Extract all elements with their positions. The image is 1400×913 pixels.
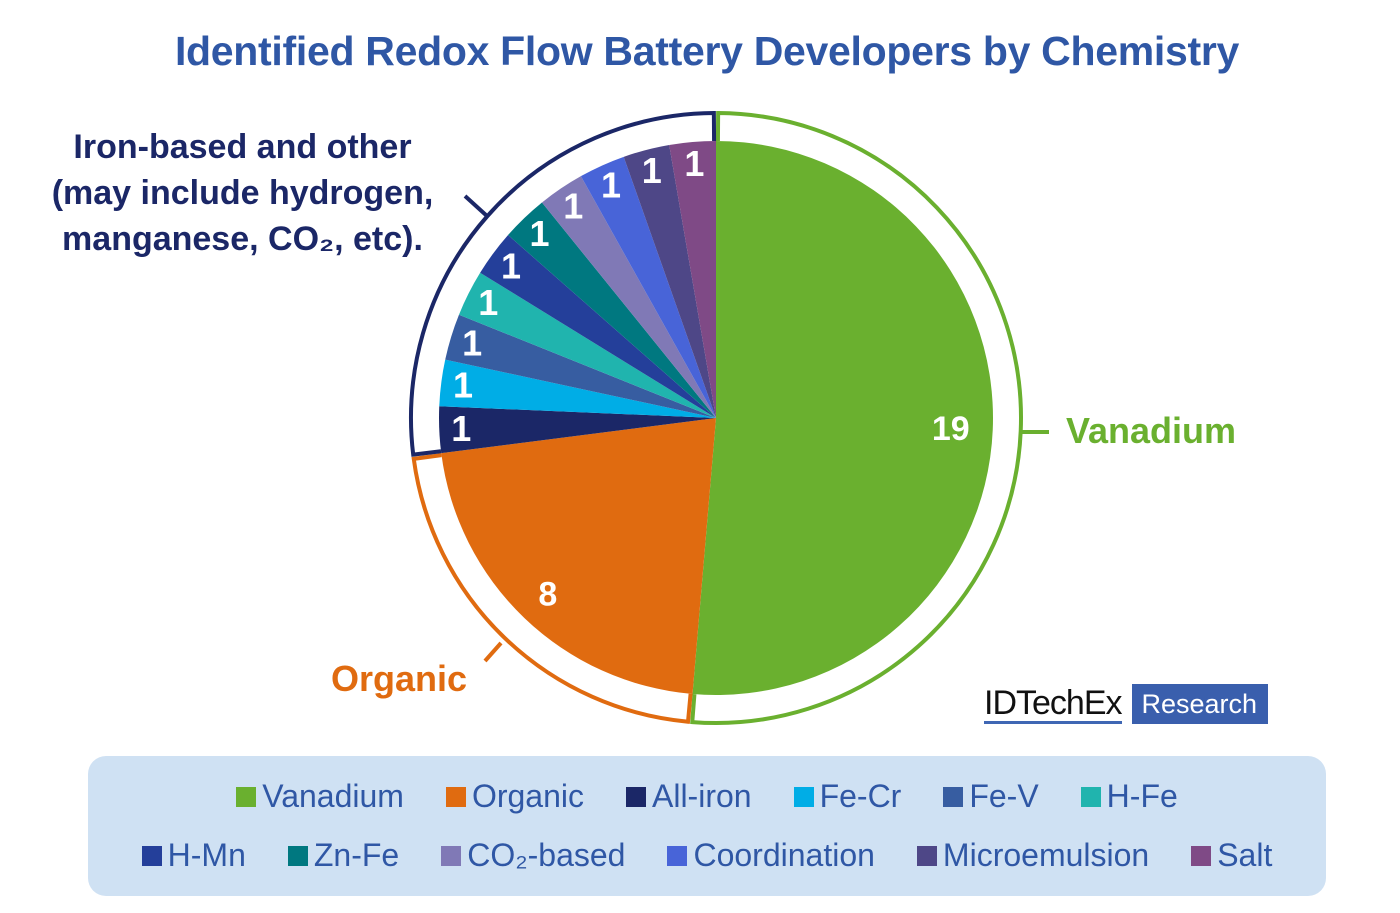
legend-swatch (287, 845, 308, 866)
iron-leader-line (463, 194, 489, 218)
legend-swatch (916, 845, 937, 866)
legend-swatch (141, 845, 162, 866)
legend-swatch (441, 845, 462, 866)
legend-item: Microemulsion (916, 837, 1150, 874)
group-bracket (690, 110, 1023, 725)
logo-tag: Research (1131, 684, 1268, 724)
legend-item: Zn-Fe (287, 837, 400, 874)
data-label: 1 (563, 186, 583, 227)
data-label: 8 (538, 575, 557, 613)
legend-label: Vanadium (262, 778, 404, 814)
legend-item: H-Mn (141, 837, 246, 874)
legend-swatch (625, 786, 646, 807)
legend-item: All-iron (625, 778, 752, 815)
annotation-line: (may include hydrogen, (51, 174, 434, 212)
group-bracket (409, 110, 717, 457)
legend: Vanadium Organic All-iron Fe-Cr Fe-V H-Fe H-M… (88, 756, 1326, 896)
legend-item: Vanadium (236, 778, 404, 815)
chart-title: Identified Redox Flow Battery Developers… (174, 28, 1240, 74)
data-label: 1 (530, 213, 550, 254)
legend-swatch (667, 845, 688, 866)
data-label: 1 (453, 365, 473, 406)
legend-label: H-Fe (1106, 778, 1178, 814)
annotation-organic: Organic (331, 658, 468, 699)
pie-slice-zn-fe (508, 202, 716, 418)
pie-slice-coordination (580, 156, 716, 419)
data-label: 1 (451, 408, 471, 449)
data-label: 1 (642, 150, 662, 191)
annotation-iron-based: Iron-based and other (may include hydrog… (20, 124, 465, 262)
pie-slice-organic (441, 418, 716, 695)
legend-item: Organic (445, 778, 584, 815)
legend-row: Vanadium Organic All-iron Fe-Cr Fe-V H-Fe (88, 778, 1326, 815)
pie-slice-salt (669, 141, 716, 418)
legend-item: Fe-V (943, 778, 1039, 815)
legend-swatch (1080, 786, 1101, 807)
legend-label: Organic (471, 778, 584, 814)
legend-swatch (236, 786, 257, 807)
legend-row: H-Mn Zn-Fe CO₂-based Coordination Microemuls… (88, 837, 1326, 874)
legend-label: Zn-Fe (313, 837, 400, 873)
legend-swatch (793, 786, 814, 807)
legend-label: H-Mn (167, 837, 246, 873)
legend-label: All-iron (651, 778, 752, 814)
legend-label: CO₂-based (467, 837, 626, 873)
pie-slice-co-based (541, 176, 716, 418)
group-bracket (411, 453, 693, 724)
legend-item: Fe-Cr (793, 778, 902, 815)
legend-item: CO₂-based (441, 837, 625, 874)
legend-swatch (943, 786, 964, 807)
pie-slice-h-mn (480, 234, 716, 418)
pie-slice-fe-v (445, 314, 716, 418)
pie-slice-all-iron (438, 406, 716, 454)
pie-slice-h-fe (458, 272, 716, 418)
data-label: 1 (462, 322, 482, 363)
logo-brand: IDTechEx (984, 683, 1122, 724)
annotation-line: Iron-based and other (73, 128, 412, 166)
legend-label: Coordination (693, 837, 875, 873)
data-label: 1 (501, 245, 521, 286)
data-label: 1 (601, 165, 621, 206)
legend-label: Microemulsion (942, 837, 1150, 873)
data-label: 1 (684, 143, 704, 184)
pie-slice-vanadium (692, 140, 994, 696)
legend-item: Coordination (667, 837, 875, 874)
legend-label: Fe-Cr (819, 778, 902, 814)
organic-leader-line (483, 641, 503, 663)
pie-slice-fe-cr (439, 359, 716, 418)
legend-item: H-Fe (1080, 778, 1178, 815)
data-label: 1 (478, 282, 498, 323)
legend-label: Fe-V (969, 778, 1039, 814)
legend-label: Salt (1217, 837, 1273, 873)
legend-swatch (445, 786, 466, 807)
data-label: 19 (932, 410, 970, 448)
legend-swatch (1191, 845, 1212, 866)
pie-slice-microemulsion (623, 144, 716, 419)
annotation-line: manganese, CO₂, etc). (62, 220, 423, 258)
legend-item: Salt (1191, 837, 1272, 874)
idtechex-logo: IDTechEx Research (984, 684, 1268, 724)
annotation-vanadium: Vanadium (1066, 410, 1237, 451)
